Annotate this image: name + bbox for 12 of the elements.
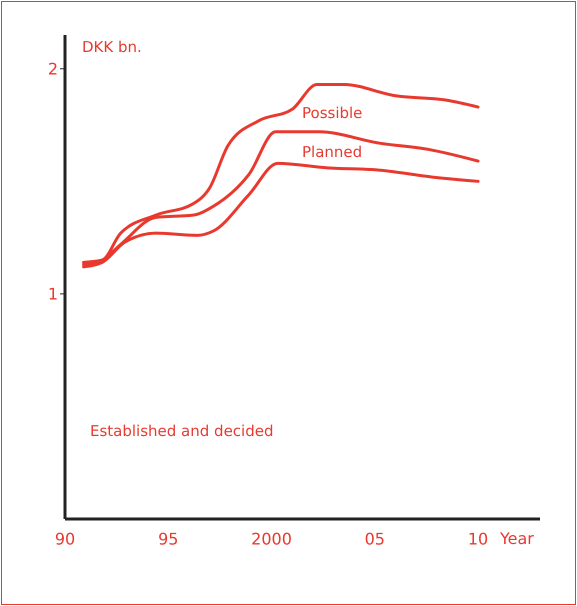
- x-tick-label: 90: [54, 529, 76, 548]
- y-tick-label: 1: [48, 284, 58, 304]
- x-tick-label: 05: [364, 529, 385, 548]
- x-tick-label: 2000: [251, 529, 292, 548]
- series-label: Planned: [302, 143, 362, 161]
- y-axis-title: DKK bn.: [82, 38, 142, 56]
- x-axis-title: Year: [500, 529, 534, 548]
- y-tick-label: 2: [48, 59, 58, 78]
- x-tick-label: 95: [158, 529, 178, 548]
- x-tick-label: 10: [468, 529, 488, 548]
- annotation: Established and decided: [90, 422, 274, 440]
- series-label: Possible: [302, 104, 362, 122]
